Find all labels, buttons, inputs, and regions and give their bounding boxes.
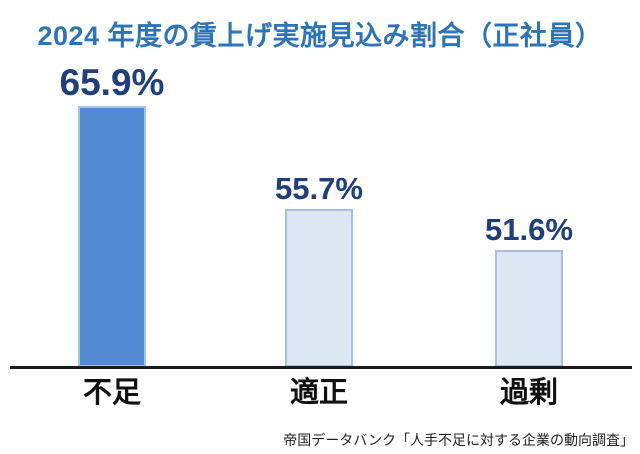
value-label-kajou: 51.6% xyxy=(485,212,573,247)
source-note: 帝国データバンク「人手不足に対する企業の動向調査」 xyxy=(283,432,634,448)
value-label-fusoku: 65.9% xyxy=(59,62,165,103)
category-label-kajou: 過剰 xyxy=(499,377,558,409)
category-label-fusoku: 不足 xyxy=(82,377,141,409)
bar-tekisei xyxy=(285,209,353,367)
category-axis: 不足 適正 過剰 xyxy=(0,377,640,418)
category-label-tekisei: 適正 xyxy=(289,377,348,409)
bar-fusoku xyxy=(78,106,146,367)
plot-area: 65.9% 55.7% 51.6% xyxy=(10,64,632,369)
bar-group-fusoku: 65.9% xyxy=(22,64,202,367)
bar-kajou xyxy=(495,250,563,367)
value-label-tekisei: 55.7% xyxy=(275,171,363,206)
bar-group-tekisei: 55.7% xyxy=(229,173,409,367)
chart-title: 2024 年度の賃上げ実施見込み割合（正社員） xyxy=(37,21,603,51)
x-axis-line xyxy=(10,366,632,369)
bar-group-kajou: 51.6% xyxy=(439,214,619,367)
